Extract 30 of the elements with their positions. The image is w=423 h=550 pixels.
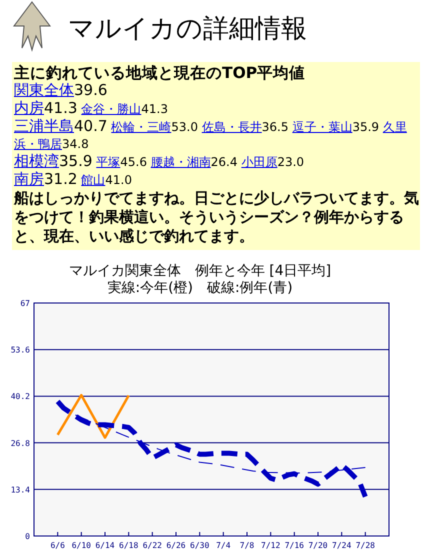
x-tick-label: 6/6	[50, 541, 66, 550]
y-tick-label: 26.8	[10, 438, 30, 448]
text: 主に釣れている地域と現在のTOP平均値	[14, 64, 306, 82]
x-tick-label: 6/14	[95, 541, 115, 550]
x-tick-label: 7/28	[356, 541, 376, 550]
text: 相模湾35.9 平塚45.6 腰越・湘南26.4 小田原23.0	[14, 152, 304, 170]
text: 南房31.2 館山41.0	[14, 170, 132, 188]
x-tick-label: 7/4	[216, 541, 231, 550]
text: 船はしっかりでてますね。日ごとに少しバラついてます。気をつけて！釣果横這い。そういうシーズン？例年からすると、現在、いい感じで釣れてます。	[14, 189, 420, 246]
x-tick-label: 7/24	[332, 541, 352, 550]
chart-title: マルイカ関東全体 例年と今年 [4日平均]	[68, 263, 332, 279]
y-tick-label: 53.6	[10, 346, 30, 355]
x-tick-label: 6/18	[119, 541, 138, 550]
text: 内房41.3 金谷・勝山41.3	[14, 99, 168, 117]
x-tick-label: 7/16	[284, 541, 304, 550]
y-tick-label: 0	[25, 532, 30, 541]
text: マルイカの詳細情報	[68, 14, 307, 44]
chart-subtitle: 実線:今年(橙) 破線:例年(青)	[107, 280, 293, 296]
x-tick-label: 7/20	[308, 541, 328, 550]
x-tick-label: 6/10	[72, 541, 92, 550]
text: 三浦半島40.7 松輪・三崎53.0 佐島・長井36.5 逗子・葉山35.9 久里浜・鴨居34.8	[14, 117, 407, 151]
x-tick-label: 6/30	[190, 541, 210, 550]
y-tick-label: 13.4	[10, 485, 30, 494]
x-tick-label: 6/22	[142, 541, 162, 550]
text: 関東全体39.6	[14, 81, 108, 99]
x-tick-label: 7/12	[261, 541, 280, 550]
y-tick-label: 40.2	[10, 392, 30, 402]
x-tick-label: 7/8	[240, 541, 254, 550]
x-tick-label: 6/26	[166, 541, 186, 550]
y-tick-label: 67	[20, 299, 30, 308]
